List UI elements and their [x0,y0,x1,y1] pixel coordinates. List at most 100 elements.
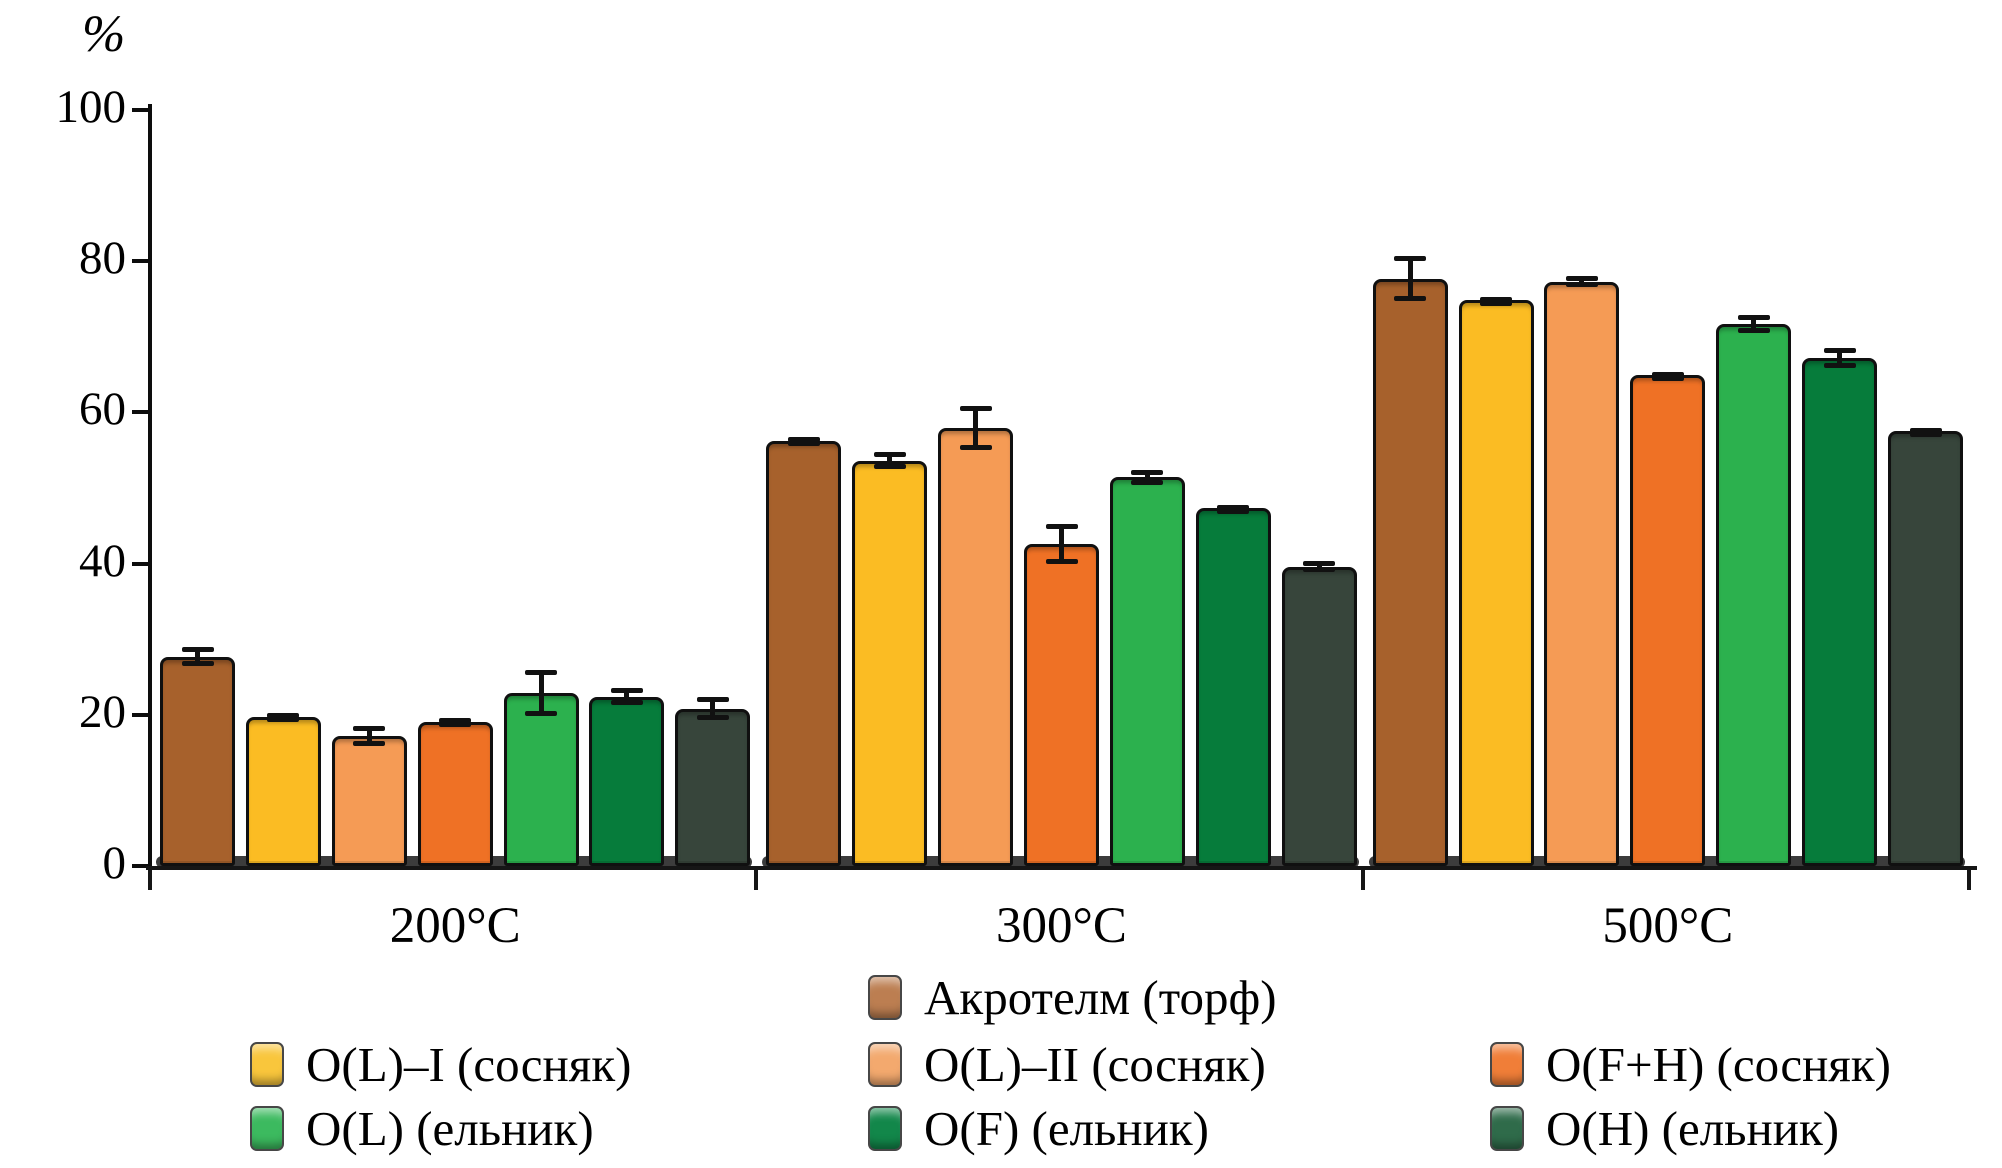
legend-swatch [250,1042,284,1088]
bar [1372,278,1448,866]
error-bar [1131,469,1164,485]
error-bar-line [1059,524,1064,564]
x-tick [1360,870,1365,890]
y-tick [132,108,148,112]
error-bar [1737,314,1770,334]
legend-item: O(L) (ельник) [250,1103,594,1154]
legend-swatch [1490,1106,1524,1152]
error-bar-line [1493,297,1499,307]
legend-label: O(L)–II (сосняк) [924,1037,1266,1092]
error-bar-line [280,713,286,723]
legend-label: O(L)–I (сосняк) [306,1037,632,1092]
legend-label: Акротелм (торф) [924,970,1277,1025]
error-bar [267,713,300,723]
legend-item: Акротелм (торф) [868,972,1277,1023]
bar [417,721,493,866]
bar [331,735,407,866]
legend-item: O(F) (ельник) [868,1103,1209,1154]
error-bar-line [1316,561,1322,572]
y-axis-unit-label: % [82,6,126,63]
legend-item: O(H) (ельник) [1490,1103,1839,1154]
error-bar-line [366,726,372,746]
error-bar [610,688,643,705]
error-bar-line [1407,255,1413,302]
error-bar-line [1144,469,1150,485]
error-bar [1651,372,1684,382]
bar [1802,357,1878,866]
y-tick [132,259,148,264]
bar [852,460,928,866]
x-axis-line [146,866,1977,870]
error-bar-line [1665,372,1671,382]
bar [245,717,321,866]
x-tick [754,870,759,890]
legend-label: O(F) (ельник) [924,1101,1209,1156]
legend-label: O(H) (ельник) [1546,1101,1840,1156]
legend-swatch [868,1042,902,1088]
error-bar-line [452,717,458,727]
bar [1716,323,1792,866]
bar [589,696,665,866]
legend-swatch [868,1106,902,1152]
error-bar [181,646,214,667]
y-tick [132,561,148,566]
error-bar-line [1579,276,1585,287]
legend-swatch [250,1106,284,1152]
bar [1109,477,1185,866]
legend-item: O(F+H) (сосняк) [1490,1039,1891,1090]
bar [938,428,1014,866]
error-bar-line [1923,427,1928,437]
bar [1281,566,1357,866]
error-bar-line [1751,314,1757,334]
error-bar [1909,427,1942,437]
error-bar-line [624,688,630,705]
error-bar [1565,276,1598,287]
error-bar [696,697,729,721]
error-bar [1480,297,1513,307]
bar [503,692,579,866]
y-tick-label: 60 [79,383,126,436]
error-bar [1045,524,1078,564]
legend-label: O(L) (ельник) [306,1101,594,1156]
bar [1195,508,1271,866]
y-tick [132,864,148,868]
y-tick-label: 40 [79,534,126,587]
error-bar-line [710,697,716,721]
y-tick-label: 0 [102,837,127,889]
error-bar-line [973,406,979,451]
x-tick [148,870,152,890]
error-bar-line [195,646,200,667]
legend-swatch [868,975,902,1021]
y-tick-label: 100 [55,81,127,133]
error-bar [525,670,558,716]
y-tick-label: 80 [79,232,126,285]
error-bar-line [887,452,893,470]
error-bar [787,437,820,447]
error-bar-line [538,670,544,716]
error-bar-line [1837,348,1843,368]
bar [675,708,751,866]
y-tick [132,410,148,415]
bar [1458,299,1534,866]
error-bar [1823,348,1856,368]
error-bar [873,452,906,470]
legend-swatch [1490,1042,1524,1088]
x-category-label: 500°C [1602,898,1734,954]
bar [160,656,235,866]
bar [1888,430,1963,866]
error-bar [1217,505,1250,515]
bar [1630,374,1706,866]
error-bar-line [1230,505,1236,515]
legend-item: O(L)–I (сосняк) [250,1039,631,1090]
error-bar [1394,255,1427,302]
x-category-label: 200°C [389,898,521,954]
error-bar [1303,561,1336,572]
legend-item: O(L)–II (сосняк) [868,1039,1266,1090]
legend-label: O(F+H) (сосняк) [1546,1037,1891,1092]
x-tick [1967,870,1971,890]
bar [766,441,842,866]
error-bar-line [801,437,807,447]
bar [1024,543,1099,866]
error-bar [439,717,472,727]
